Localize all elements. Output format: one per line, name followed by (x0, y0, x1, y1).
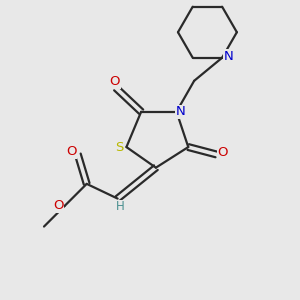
Text: H: H (116, 200, 125, 213)
Text: O: O (66, 145, 76, 158)
Text: N: N (176, 105, 186, 118)
Text: N: N (224, 50, 233, 63)
Text: O: O (218, 146, 228, 159)
Text: S: S (115, 141, 123, 154)
Text: O: O (110, 75, 120, 88)
Text: O: O (53, 200, 63, 212)
